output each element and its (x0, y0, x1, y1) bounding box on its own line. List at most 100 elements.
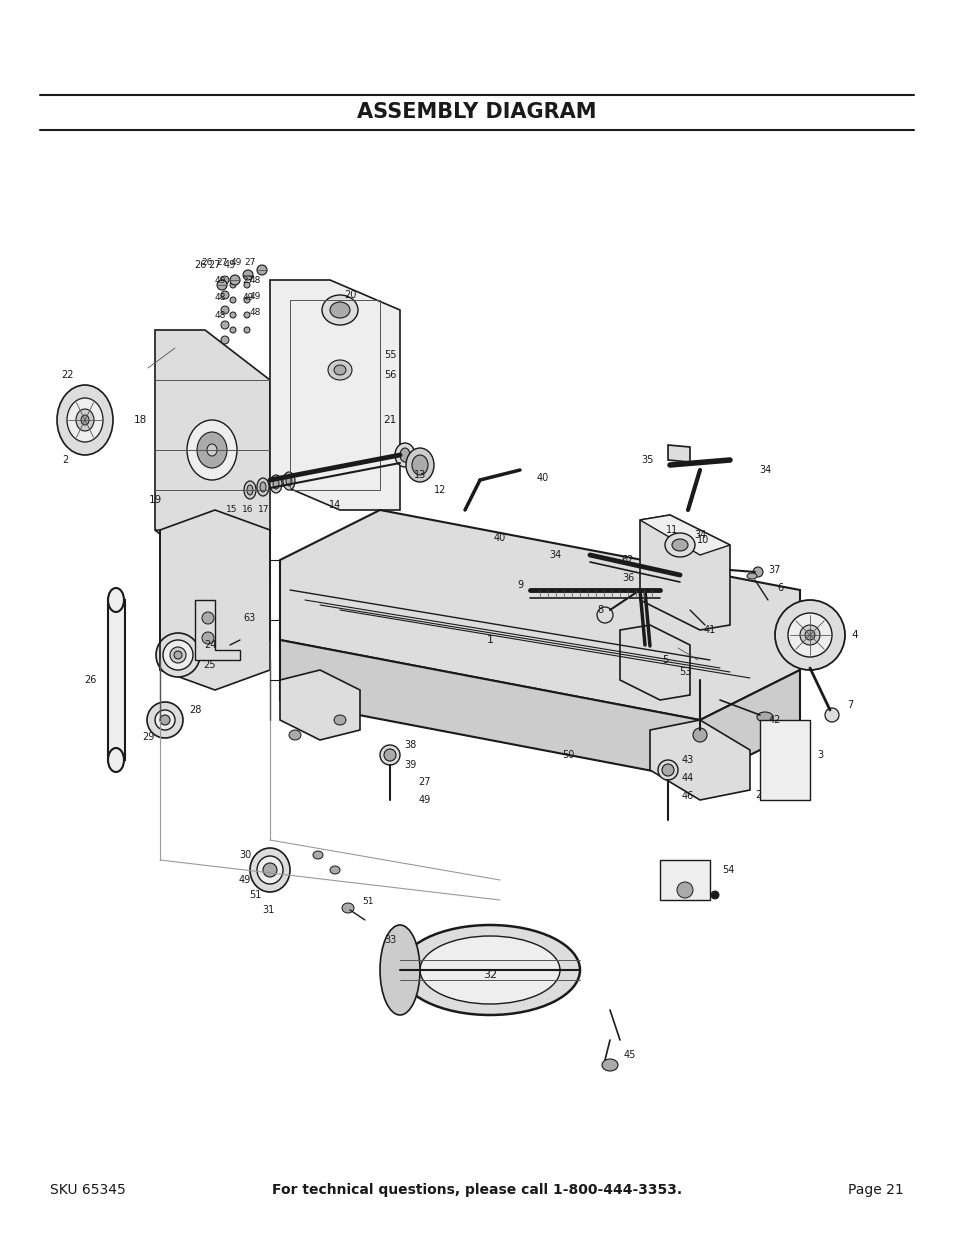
Polygon shape (280, 640, 800, 781)
Ellipse shape (230, 312, 235, 317)
Ellipse shape (804, 630, 814, 640)
Text: 13: 13 (414, 471, 426, 480)
Polygon shape (154, 530, 270, 580)
Ellipse shape (328, 359, 352, 380)
Ellipse shape (757, 713, 772, 722)
Ellipse shape (81, 415, 89, 425)
Ellipse shape (384, 748, 395, 761)
Ellipse shape (334, 715, 346, 725)
Text: 26: 26 (193, 261, 206, 270)
Polygon shape (649, 720, 749, 800)
Text: 43: 43 (681, 755, 694, 764)
Polygon shape (619, 625, 689, 700)
Polygon shape (270, 280, 399, 510)
Ellipse shape (263, 863, 276, 877)
Text: 49: 49 (418, 795, 431, 805)
Ellipse shape (800, 625, 820, 645)
Ellipse shape (286, 475, 292, 487)
Text: 56: 56 (383, 370, 395, 380)
Ellipse shape (147, 701, 183, 739)
Ellipse shape (419, 936, 559, 1004)
Polygon shape (667, 445, 689, 462)
Ellipse shape (154, 710, 174, 730)
Ellipse shape (752, 567, 762, 577)
Text: 34: 34 (693, 530, 705, 540)
Text: 4: 4 (851, 630, 858, 640)
Ellipse shape (256, 856, 283, 884)
Ellipse shape (824, 708, 838, 722)
Text: SKU 65345: SKU 65345 (50, 1183, 126, 1197)
Text: 18: 18 (133, 415, 147, 425)
Ellipse shape (221, 336, 229, 345)
Text: 27: 27 (418, 777, 431, 787)
Ellipse shape (379, 745, 399, 764)
Text: 8: 8 (597, 605, 602, 615)
Text: 27: 27 (216, 258, 228, 267)
Ellipse shape (244, 312, 250, 317)
Ellipse shape (273, 479, 278, 489)
Text: 27: 27 (244, 258, 255, 267)
Text: 48: 48 (249, 308, 260, 316)
Ellipse shape (247, 485, 253, 495)
Ellipse shape (256, 266, 267, 275)
Text: 30: 30 (238, 850, 251, 860)
Text: 63: 63 (244, 613, 255, 622)
Text: 34: 34 (548, 550, 560, 559)
Text: 6: 6 (776, 583, 782, 593)
Text: 12: 12 (434, 485, 446, 495)
Ellipse shape (202, 613, 213, 624)
Ellipse shape (399, 448, 410, 462)
Ellipse shape (379, 925, 419, 1015)
Text: 2: 2 (62, 454, 68, 466)
Text: 25: 25 (204, 659, 216, 671)
Text: Page 21: Page 21 (847, 1183, 903, 1197)
Polygon shape (108, 600, 125, 760)
Text: 38: 38 (403, 740, 416, 750)
Text: ASSEMBLY DIAGRAM: ASSEMBLY DIAGRAM (356, 103, 597, 122)
Ellipse shape (658, 760, 678, 781)
Text: 49: 49 (224, 261, 236, 270)
Ellipse shape (597, 606, 613, 622)
Text: 51: 51 (249, 890, 261, 900)
Ellipse shape (341, 903, 354, 913)
Text: 48: 48 (249, 275, 260, 284)
Text: 21: 21 (383, 415, 396, 425)
Ellipse shape (601, 1058, 618, 1071)
Ellipse shape (289, 730, 301, 740)
Ellipse shape (163, 640, 193, 671)
Ellipse shape (661, 764, 673, 776)
Ellipse shape (774, 600, 844, 671)
Text: 49: 49 (242, 293, 253, 301)
Ellipse shape (322, 295, 357, 325)
Text: 27: 27 (209, 261, 221, 270)
Text: 7: 7 (846, 700, 852, 710)
Ellipse shape (334, 366, 346, 375)
Polygon shape (760, 720, 809, 800)
Ellipse shape (76, 409, 94, 431)
Ellipse shape (187, 420, 236, 480)
Text: 42: 42 (768, 715, 781, 725)
Polygon shape (280, 671, 359, 740)
Ellipse shape (196, 432, 227, 468)
Text: 14: 14 (329, 500, 341, 510)
Ellipse shape (202, 632, 213, 643)
Text: 33: 33 (383, 935, 395, 945)
Text: 41: 41 (703, 625, 716, 635)
Text: 53: 53 (679, 667, 691, 677)
Ellipse shape (412, 454, 428, 475)
Ellipse shape (216, 280, 227, 290)
Ellipse shape (746, 573, 757, 579)
Ellipse shape (108, 588, 124, 613)
Ellipse shape (244, 480, 255, 499)
Text: 40: 40 (537, 473, 549, 483)
Text: 48: 48 (214, 310, 226, 320)
Ellipse shape (221, 275, 229, 284)
Ellipse shape (230, 327, 235, 333)
Ellipse shape (221, 291, 229, 299)
Ellipse shape (243, 270, 253, 280)
Ellipse shape (399, 925, 579, 1015)
Ellipse shape (221, 306, 229, 314)
Text: For technical questions, please call 1-800-444-3353.: For technical questions, please call 1-8… (272, 1183, 681, 1197)
Polygon shape (280, 510, 800, 720)
Text: 40: 40 (494, 534, 506, 543)
